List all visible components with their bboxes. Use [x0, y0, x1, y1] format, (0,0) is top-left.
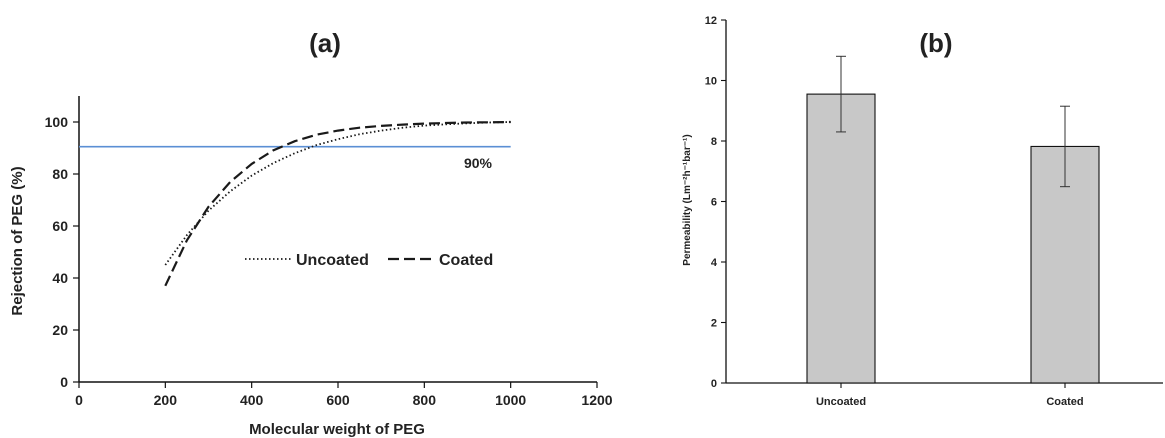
chart-a-reference-label: 90% — [464, 155, 493, 171]
chart-b-plot-area: 0 2 4 6 8 10 12 Uncoated Coated — [705, 15, 1163, 408]
chart-a-x-tick-label: 800 — [413, 392, 437, 408]
chart-a-x-tick-label: 400 — [240, 392, 264, 408]
chart-b-y-axis-title: Permeability (Lm⁻²h⁻¹bar⁻¹) — [682, 134, 693, 265]
chart-b-x-tick-label: Coated — [1046, 396, 1083, 408]
chart-a-legend-label: Uncoated — [296, 252, 369, 269]
chart-a-y-axis-title: Rejection of PEG (%) — [9, 166, 26, 315]
chart-b-y-tick-label: 8 — [711, 136, 717, 148]
chart-b-y-tick-label: 0 — [711, 378, 717, 390]
chart-a-y-tick-label: 40 — [52, 270, 68, 286]
chart-a: (a) 0 200 400 600 800 1000 1200 0 20 40 60 80 100 90%… — [9, 28, 613, 438]
chart-a-y-tick-label: 60 — [52, 218, 68, 234]
chart-a-x-tick-label: 600 — [326, 392, 350, 408]
chart-a-series-coated — [164, 120, 511, 287]
chart-b-y-tick-label: 4 — [711, 257, 718, 269]
panel-label-b: (b) — [919, 28, 952, 58]
chart-b-y-tick-label: 10 — [705, 76, 717, 88]
chart-a-x-tick-label: 1000 — [495, 392, 526, 408]
chart-b-y-tick-label: 2 — [711, 318, 717, 330]
chart-a-y-tick-label: 20 — [52, 322, 68, 338]
chart-b-x-tick-label: Uncoated — [816, 396, 866, 408]
chart-a-x-axis-title: Molecular weight of PEG — [249, 421, 425, 438]
chart-a-plot-area: 0 200 400 600 800 1000 1200 0 20 40 60 80 100 90% Unco… — [45, 96, 613, 408]
chart-a-x-tick-label: 200 — [154, 392, 178, 408]
chart-a-legend-label: Coated — [439, 252, 493, 269]
chart-b-y-tick-label: 12 — [705, 15, 717, 27]
chart-a-series-uncoated — [164, 121, 511, 266]
chart-a-x-tick-label: 1200 — [581, 392, 612, 408]
chart-a-y-tick-label: 80 — [52, 166, 68, 182]
chart-b-bar-uncoated — [806, 93, 876, 384]
chart-a-y-tick-label: 100 — [45, 114, 69, 130]
chart-a-x-tick-label: 0 — [75, 392, 83, 408]
chart-b: (b) 0 2 4 6 8 10 12 Uncoated Coated Permeability… — [682, 15, 1163, 408]
chart-b-y-tick-label: 6 — [711, 197, 717, 209]
panel-label-a: (a) — [309, 28, 341, 58]
chart-a-y-tick-label: 0 — [60, 374, 68, 390]
